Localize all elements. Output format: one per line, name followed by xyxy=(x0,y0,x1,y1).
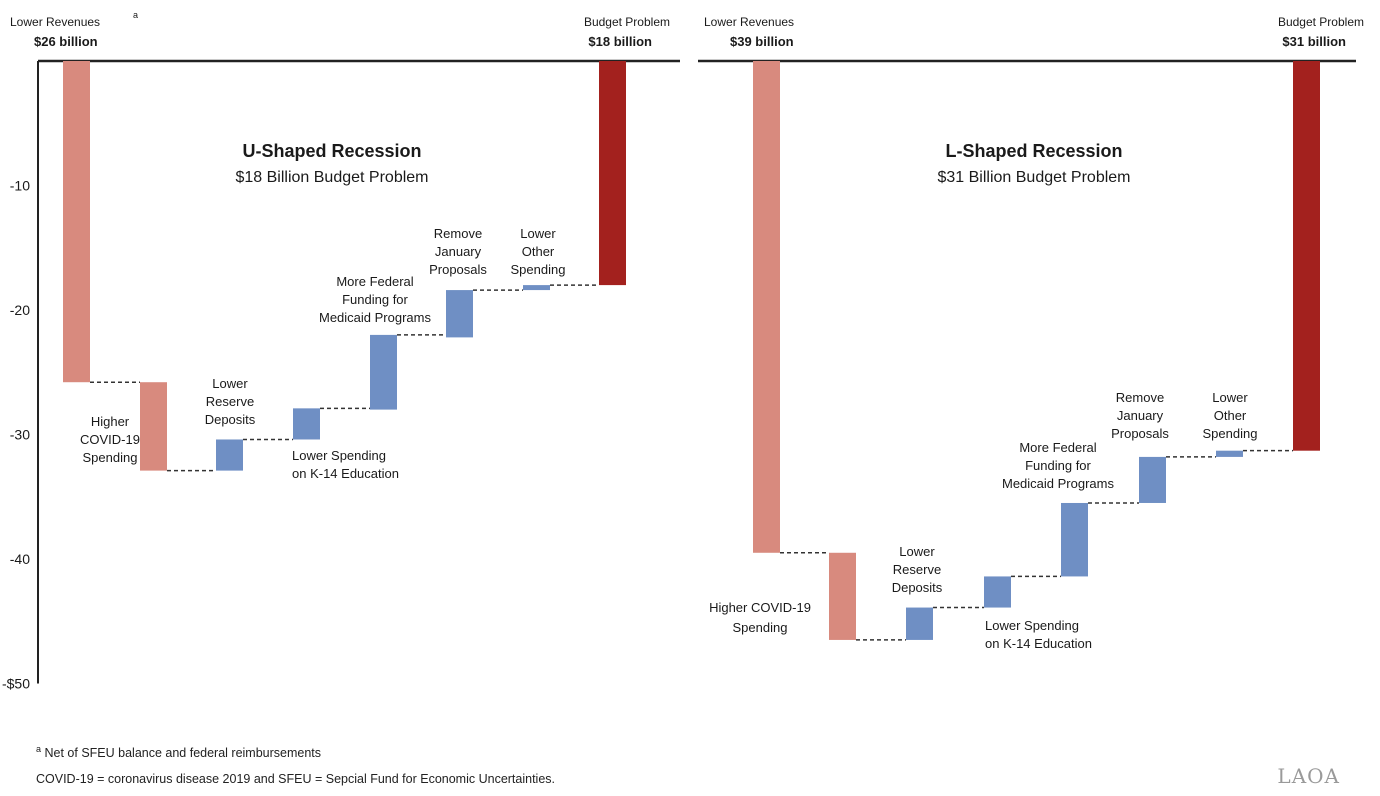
l-bar-7 xyxy=(1216,450,1243,457)
footnote-a-marker: a xyxy=(36,744,42,754)
l-other-label-line-2: Other xyxy=(1214,408,1247,423)
l-medicaid-label-line-3: Medicaid Programs xyxy=(1002,476,1114,491)
u-reserve-label-line-2: Reserve xyxy=(206,394,254,409)
l-panel-subtitle: $31 Billion Budget Problem xyxy=(937,169,1130,186)
l-panel-title: L-Shaped Recession xyxy=(945,141,1122,161)
u-k14-label-line-1: Lower Spending xyxy=(292,448,386,463)
u-medicaid-label-line-3: Medicaid Programs xyxy=(319,310,431,325)
l-reserve-label-line-3: Deposits xyxy=(892,580,943,595)
footnote-abbreviations: COVID-19 = coronavirus disease 2019 and … xyxy=(36,772,556,786)
l-bar-2 xyxy=(829,552,856,640)
y-tick-label-3: -30 xyxy=(10,427,30,443)
u-covid-label-line-1: Higher xyxy=(91,414,130,429)
l-reserve-label-line-1: Lower xyxy=(899,544,935,559)
l-bar-5 xyxy=(1061,502,1088,577)
l-january-label-line-2: January xyxy=(1117,408,1164,423)
footnote-a: a Net of SFEU balance and federal reimbu… xyxy=(36,744,321,760)
l-covid-label-line-1: Higher COVID-19 xyxy=(709,600,811,615)
u-bar-1 xyxy=(63,61,90,383)
l-k14-label-line-1: Lower Spending xyxy=(985,618,1079,633)
u-budget-problem-label: Budget Problem xyxy=(584,15,670,29)
u-budget-problem-value: $18 billion xyxy=(588,34,652,49)
u-january-label-line-2: January xyxy=(435,244,482,259)
l-covid-label-line-2: Spending xyxy=(733,620,788,635)
l-lower-revenues-label: Lower Revenues xyxy=(704,15,794,29)
u-bar-7 xyxy=(523,285,550,291)
l-bar-3 xyxy=(906,607,933,640)
u-bar-6 xyxy=(446,290,473,338)
u-lower-revenues-sup: a xyxy=(133,10,138,20)
l-medicaid-label-line-2: Funding for xyxy=(1025,458,1091,473)
l-other-label-line-1: Lower xyxy=(1212,390,1248,405)
u-other-label-line-1: Lower xyxy=(520,226,556,241)
y-tick-label-5: -$50 xyxy=(2,676,30,692)
u-other-label-line-3: Spending xyxy=(511,262,566,277)
l-january-label-line-1: Remove xyxy=(1116,390,1164,405)
u-bar-5 xyxy=(370,334,397,410)
l-january-label-line-3: Proposals xyxy=(1111,426,1169,441)
waterfall-chart: -10 -20 -30 -40 -$50 U-Shaped Recession $18 Bi… xyxy=(2,10,1364,692)
u-covid-label-line-3: Spending xyxy=(83,450,138,465)
u-bar-8 xyxy=(599,61,626,286)
lao-logo: LAOA xyxy=(1277,764,1340,788)
l-budget-problem-value: $31 billion xyxy=(1282,34,1346,49)
l-k14-label-line-2: on K-14 Education xyxy=(985,636,1092,651)
l-bar-8 xyxy=(1293,61,1320,451)
u-bar-4 xyxy=(293,408,320,440)
u-bar-2 xyxy=(140,382,167,471)
u-lower-revenues-label: Lower Revenues xyxy=(10,15,100,29)
l-bar-1 xyxy=(753,61,780,553)
y-tick-label-4: -40 xyxy=(10,551,30,567)
u-other-label-line-2: Other xyxy=(522,244,555,259)
u-lower-revenues-value: $26 billion xyxy=(34,34,98,49)
l-bar-4 xyxy=(984,576,1011,608)
l-other-label-line-3: Spending xyxy=(1203,426,1258,441)
u-january-label-line-3: Proposals xyxy=(429,262,487,277)
l-lower-revenues-value: $39 billion xyxy=(730,34,794,49)
l-bar-6 xyxy=(1139,456,1166,503)
y-tick-label-2: -20 xyxy=(10,302,30,318)
l-budget-problem-label: Budget Problem xyxy=(1278,15,1364,29)
u-covid-label-line-2: COVID-19 xyxy=(80,432,140,447)
u-panel-title: U-Shaped Recession xyxy=(242,141,421,161)
l-medicaid-label-line-1: More Federal xyxy=(1019,440,1096,455)
u-medicaid-label-line-2: Funding for xyxy=(342,292,408,307)
l-reserve-label-line-2: Reserve xyxy=(893,562,941,577)
u-reserve-label-line-3: Deposits xyxy=(205,412,256,427)
footnote-a-text: Net of SFEU balance and federal reimburs… xyxy=(44,746,322,761)
u-panel-subtitle: $18 Billion Budget Problem xyxy=(235,169,428,186)
u-k14-label-line-2: on K-14 Education xyxy=(292,466,399,481)
u-medicaid-label-line-1: More Federal xyxy=(336,274,413,289)
u-january-label-line-1: Remove xyxy=(434,226,482,241)
u-bar-3 xyxy=(216,439,243,471)
u-reserve-label-line-1: Lower xyxy=(212,376,248,391)
y-tick-label-1: -10 xyxy=(10,178,30,194)
